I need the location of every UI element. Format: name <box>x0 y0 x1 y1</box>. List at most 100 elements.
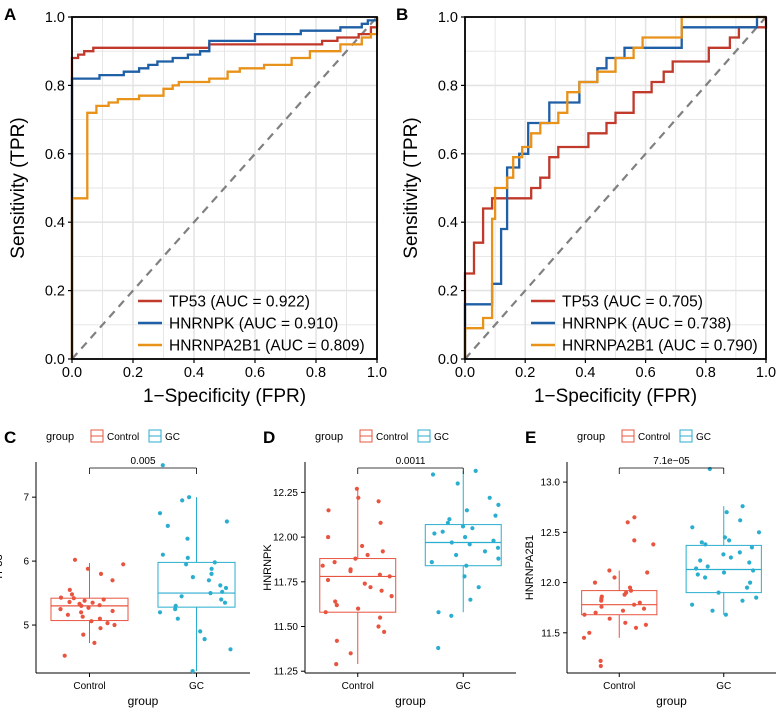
data-point <box>462 574 467 579</box>
data-point <box>389 594 394 599</box>
data-point <box>599 604 604 609</box>
data-point <box>380 549 385 554</box>
data-point <box>89 619 94 624</box>
y-tick-label: 12.00 <box>273 533 298 544</box>
data-point <box>463 535 468 540</box>
data-point <box>449 613 454 618</box>
data-point <box>496 556 501 561</box>
data-point <box>698 558 703 563</box>
legend-label-2: GC <box>165 432 180 443</box>
data-point <box>430 472 436 477</box>
x-tick-label: 1.0 <box>756 365 776 381</box>
box <box>157 561 236 608</box>
x-tick-label: Control <box>73 681 105 692</box>
data-point <box>160 552 165 557</box>
data-point <box>491 538 496 543</box>
data-point <box>85 566 90 571</box>
data-point <box>749 545 755 550</box>
data-point <box>473 468 478 473</box>
data-point <box>432 531 437 536</box>
legend-label-3: HNRNPA2B1 (AUC = 0.809) <box>169 338 365 355</box>
legend-label-1: Control <box>376 432 408 443</box>
data-point <box>348 651 353 656</box>
y-tick-label: 0.6 <box>438 147 458 163</box>
data-point <box>209 571 214 577</box>
legend-title: group <box>46 431 74 443</box>
data-point <box>651 542 656 547</box>
data-point <box>65 612 70 617</box>
data-point <box>705 564 710 569</box>
legend-label-2: HNRNPK (AUC = 0.910) <box>169 316 338 333</box>
data-point <box>440 529 445 534</box>
x-axis-title: group <box>656 694 687 708</box>
data-point <box>72 557 78 562</box>
data-point <box>722 535 728 540</box>
box <box>319 558 397 613</box>
x-tick-label: Control <box>603 681 635 692</box>
data-point <box>376 499 381 504</box>
data-point <box>645 570 650 575</box>
x-tick-label: 1.0 <box>367 365 387 381</box>
legend-label-2: GC <box>696 432 711 443</box>
data-point <box>220 589 225 594</box>
data-point <box>333 599 338 604</box>
y-tick-label: 1.0 <box>438 10 458 26</box>
data-point <box>623 620 628 625</box>
y-tick-label: 0.8 <box>438 78 458 94</box>
data-point <box>710 608 715 613</box>
data-point <box>632 602 637 607</box>
data-point <box>587 630 592 635</box>
data-point <box>737 550 742 555</box>
legend-label-1: TP53 (AUC = 0.705) <box>562 294 703 311</box>
y-tick-label: 0.4 <box>438 215 458 231</box>
box <box>424 524 502 567</box>
roc-curve-1 <box>70 17 379 359</box>
y-axis-title: HNRNPK <box>262 544 274 591</box>
data-point <box>740 504 745 509</box>
roc-curve-2 <box>463 15 766 359</box>
data-point <box>454 552 459 558</box>
data-point <box>160 463 165 468</box>
y-tick-label: 0.2 <box>45 284 65 300</box>
data-point <box>703 542 708 547</box>
roc-curve-2 <box>70 17 379 359</box>
data-point <box>98 626 103 631</box>
data-point <box>582 612 587 617</box>
legend-label-2: GC <box>434 432 449 443</box>
roc-chart-a: 0.00.0 0.2 0.2 0.4 0.4 0.6 0.6 0.8 0.8 1.0 1.0 1−Sp… <box>8 10 387 407</box>
data-point <box>607 616 612 621</box>
y-tick-label: 13.0 <box>541 478 561 489</box>
data-point <box>332 560 337 565</box>
data-point <box>325 577 331 583</box>
data-point <box>754 595 759 600</box>
data-point <box>378 520 383 525</box>
y-axis-title: HNRNPA2B1 <box>524 535 536 600</box>
data-point <box>360 543 365 549</box>
data-point <box>429 560 434 565</box>
data-point <box>487 495 492 500</box>
data-point <box>97 616 102 621</box>
data-point <box>467 542 472 547</box>
y-axis-title: Sensitivity (TPR) <box>401 117 422 258</box>
y-axis-title: TP53 <box>0 554 5 580</box>
data-point <box>212 560 217 565</box>
data-point <box>97 603 102 608</box>
data-point <box>387 574 392 579</box>
data-point <box>470 526 475 531</box>
x-axis-title: 1−Specificity (FPR) <box>143 386 306 407</box>
data-point <box>105 621 110 626</box>
data-point <box>348 567 353 572</box>
data-point <box>362 581 367 586</box>
data-point <box>356 606 361 611</box>
data-point <box>179 594 184 599</box>
data-point <box>110 608 115 614</box>
data-point <box>67 599 72 605</box>
x-tick-label: 0.4 <box>575 365 595 381</box>
data-point <box>382 629 387 635</box>
data-point <box>598 663 603 669</box>
data-point <box>334 603 339 608</box>
data-point <box>320 563 325 568</box>
boxplot-chart-e: group Control GC 11.5 12.0 12.5 13.0 Control GC 7… <box>524 429 776 708</box>
y-tick-label: 6 <box>23 557 29 568</box>
